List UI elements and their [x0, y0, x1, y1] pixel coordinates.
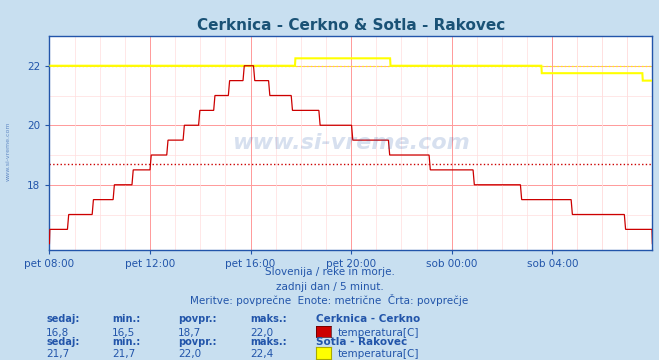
Text: Sotla - Rakovec: Sotla - Rakovec: [316, 337, 407, 347]
Text: 21,7: 21,7: [112, 349, 135, 359]
Text: povpr.:: povpr.:: [178, 337, 216, 347]
Title: Cerknica - Cerkno & Sotla - Rakovec: Cerknica - Cerkno & Sotla - Rakovec: [197, 18, 505, 33]
Text: povpr.:: povpr.:: [178, 314, 216, 324]
Text: Slovenija / reke in morje.: Slovenija / reke in morje.: [264, 267, 395, 278]
Text: sedaj:: sedaj:: [46, 337, 80, 347]
Text: www.si-vreme.com: www.si-vreme.com: [5, 121, 11, 181]
Text: www.si-vreme.com: www.si-vreme.com: [232, 133, 470, 153]
Text: zadnji dan / 5 minut.: zadnji dan / 5 minut.: [275, 282, 384, 292]
Text: temperatura[C]: temperatura[C]: [338, 328, 420, 338]
Text: min.:: min.:: [112, 314, 140, 324]
Text: maks.:: maks.:: [250, 314, 287, 324]
Text: 22,0: 22,0: [250, 328, 273, 338]
Text: min.:: min.:: [112, 337, 140, 347]
Text: 21,7: 21,7: [46, 349, 69, 359]
Text: temperatura[C]: temperatura[C]: [338, 349, 420, 359]
Text: Meritve: povprečne  Enote: metrične  Črta: povprečje: Meritve: povprečne Enote: metrične Črta:…: [190, 294, 469, 306]
Text: 16,8: 16,8: [46, 328, 69, 338]
Text: maks.:: maks.:: [250, 337, 287, 347]
Text: sedaj:: sedaj:: [46, 314, 80, 324]
Text: 22,0: 22,0: [178, 349, 201, 359]
Text: 18,7: 18,7: [178, 328, 201, 338]
Text: 22,4: 22,4: [250, 349, 273, 359]
Text: Cerknica - Cerkno: Cerknica - Cerkno: [316, 314, 420, 324]
Text: 16,5: 16,5: [112, 328, 135, 338]
